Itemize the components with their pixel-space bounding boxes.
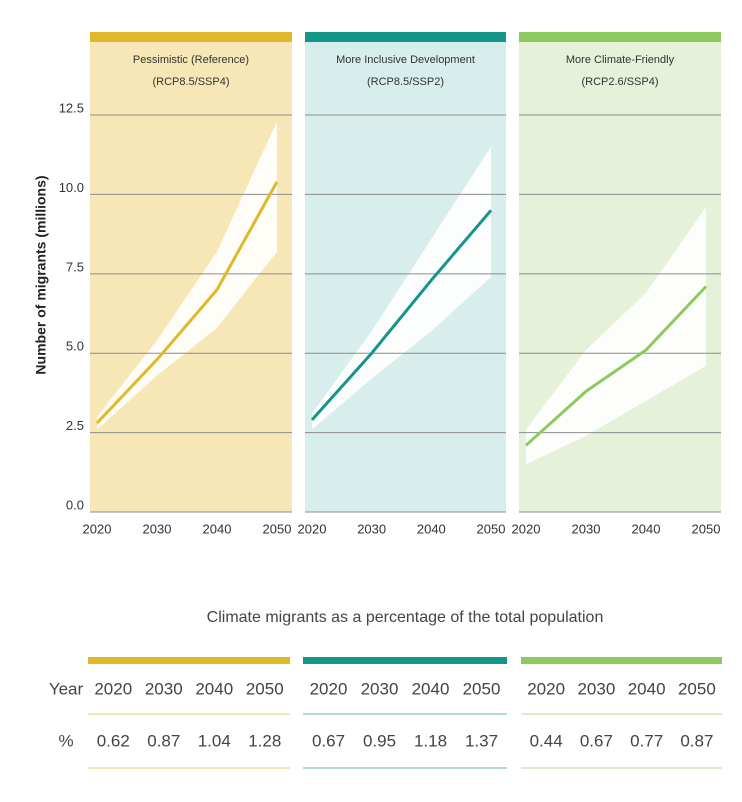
year-cell: 2040 [195,679,233,698]
year-cell: 2040 [628,679,666,698]
panel-background [90,42,292,512]
x-tick-label: 2020 [512,521,541,536]
y-tick-label: 12.5 [59,100,84,115]
data-line [310,209,493,421]
percent-cell: 1.04 [198,731,231,750]
percent-cell: 1.28 [248,731,281,750]
percent-cell: 0.44 [530,731,563,750]
y-tick-label: 5.0 [66,339,84,354]
percent-cell: 0.62 [97,731,130,750]
percent-cell: 0.77 [630,731,663,750]
year-cell: 2050 [246,679,284,698]
year-cell: 2020 [310,679,348,698]
x-tick-label: 2020 [83,521,112,536]
x-tick-label: 2040 [203,521,232,536]
panel-header-bar [305,32,506,42]
y-tick-label: 10.0 [59,180,84,195]
percent-cell: 0.67 [580,731,613,750]
year-cell: 2050 [463,679,501,698]
data-line [524,285,708,447]
x-tick-label: 2050 [477,521,506,536]
row-label: % [58,731,73,750]
y-tick-label: 0.0 [66,497,84,512]
panel-subtitle: (RCP8.5/SSP4) [152,76,229,88]
percent-cell: 0.95 [363,731,396,750]
y-tick-label: 7.5 [66,259,84,274]
group-bar [521,657,722,664]
percent-cell: 1.37 [465,731,498,750]
year-cell: 2050 [678,679,716,698]
year-cell: 2040 [412,679,450,698]
panel-title: More Inclusive Development [336,54,475,66]
x-tick-label: 2030 [572,521,601,536]
panel-subtitle: (RCP2.6/SSP4) [581,76,658,88]
uncertainty-band [312,146,491,430]
panel-title: Pessimistic (Reference) [133,54,249,66]
panel-title: More Climate-Friendly [566,54,675,66]
panel-subtitle: (RCP8.5/SSP2) [367,76,444,88]
year-cell: 2030 [361,679,399,698]
year-cell: 2020 [94,679,132,698]
percent-cell: 0.87 [147,731,180,750]
y-axis-label: Number of migrants (millions) [33,175,49,374]
percent-cell: 0.87 [680,731,713,750]
y-tick-label: 2.5 [66,418,84,433]
data-line [95,181,279,425]
x-tick-label: 2050 [263,521,292,536]
row-label: Year [49,679,84,698]
x-tick-label: 2020 [298,521,327,536]
x-tick-label: 2030 [143,521,172,536]
x-tick-label: 2030 [357,521,386,536]
table-title: Climate migrants as a percentage of the … [207,609,604,626]
panel-header-bar [519,32,721,42]
percent-cell: 1.18 [414,731,447,750]
percent-cell: 0.67 [312,731,345,750]
year-cell: 2020 [527,679,565,698]
year-cell: 2030 [577,679,615,698]
group-bar [88,657,290,664]
uncertainty-band [97,121,277,430]
x-tick-label: 2040 [417,521,446,536]
panel-header-bar [90,32,292,42]
x-tick-label: 2050 [692,521,721,536]
year-cell: 2030 [145,679,183,698]
group-bar [303,657,507,664]
uncertainty-band [526,207,706,465]
x-tick-label: 2040 [632,521,661,536]
